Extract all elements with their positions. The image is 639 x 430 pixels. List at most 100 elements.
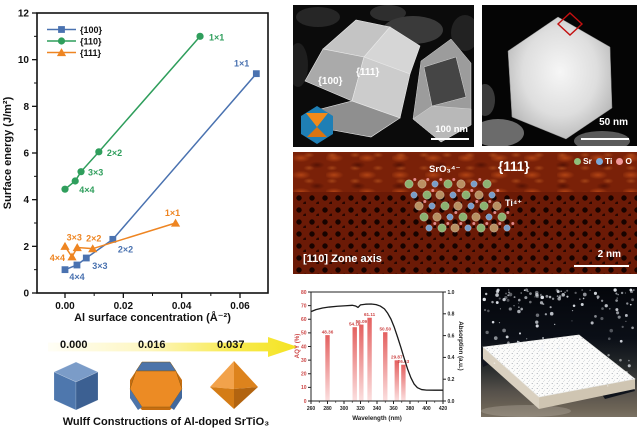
- svg-text:1×1: 1×1: [165, 208, 180, 218]
- svg-text:280: 280: [323, 406, 332, 412]
- svg-text:30: 30: [301, 358, 307, 364]
- svg-text:6: 6: [23, 149, 29, 160]
- sem-scale-text: 100 nm: [435, 124, 468, 135]
- red-diamond-marker: [556, 12, 584, 36]
- svg-text:3×3: 3×3: [67, 233, 82, 243]
- wulff-cube-icon: [53, 361, 99, 411]
- sheet-side-left: [483, 347, 539, 409]
- svg-text:340: 340: [373, 406, 382, 412]
- svg-text:AQY (%): AQY (%): [294, 334, 301, 359]
- svg-text:400: 400: [422, 406, 431, 412]
- wulff-truncated-polyhedron-icon: [129, 361, 183, 410]
- svg-text:0.06: 0.06: [230, 301, 250, 312]
- svg-text:1×1: 1×1: [209, 32, 224, 42]
- crystal-model-inset-icon: [301, 106, 333, 144]
- sro3-label: SrO₃⁴⁻: [429, 164, 461, 175]
- svg-text:40: 40: [301, 344, 307, 350]
- svg-text:0.00: 0.00: [55, 301, 75, 312]
- svg-text:70: 70: [301, 303, 307, 309]
- svg-text:10: 10: [301, 385, 307, 391]
- svg-text:54.18: 54.18: [349, 321, 361, 326]
- svg-text:3×3: 3×3: [88, 168, 103, 178]
- wulff-construction-section: 0.000 0.016 0.037 Wulff Constructions of…: [30, 330, 302, 430]
- arrow-value-0: 0.000: [60, 339, 88, 351]
- svg-text:380: 380: [406, 406, 415, 412]
- atom-legend: Sr Ti O: [573, 156, 632, 166]
- stem-scale-bar: [581, 137, 629, 140]
- secondary-crystal: [412, 38, 472, 143]
- svg-text:0.6: 0.6: [448, 333, 455, 339]
- stem-image-panel: 50 nm: [482, 5, 637, 146]
- svg-text:Absorption (a.u.): Absorption (a.u.): [457, 321, 464, 371]
- gas-bubbles: [482, 288, 635, 387]
- svg-text:12: 12: [18, 9, 30, 20]
- svg-text:29.87: 29.87: [391, 355, 403, 360]
- svg-text:260: 260: [307, 406, 316, 412]
- facet-label-111: {111}: [356, 67, 380, 78]
- svg-text:4: 4: [23, 195, 29, 206]
- svg-text:{100}: {100}: [80, 25, 103, 35]
- svg-text:0.0: 0.0: [448, 399, 455, 405]
- svg-text:2×2: 2×2: [107, 148, 122, 158]
- photocatalyst-photo-panel: [481, 287, 637, 417]
- svg-text:60: 60: [301, 317, 307, 323]
- facet-label-100: {100}: [318, 76, 343, 87]
- arrow-value-1: 0.016: [138, 339, 166, 351]
- svg-text:2: 2: [23, 242, 29, 253]
- svg-text:26.63: 26.63: [398, 359, 410, 364]
- hrtem-amorphous-band: [293, 152, 637, 196]
- svg-text:0.8: 0.8: [448, 312, 455, 318]
- svg-text:0: 0: [23, 289, 29, 300]
- svg-text:360: 360: [389, 406, 398, 412]
- svg-text:0.02: 0.02: [114, 301, 134, 312]
- sem-scale-bar: [431, 137, 469, 140]
- sheet-side-right: [539, 379, 635, 409]
- wulff-caption: Wulff Constructions of Al-doped SrTiO₃: [62, 416, 270, 428]
- svg-text:20: 20: [301, 372, 307, 378]
- svg-text:420: 420: [439, 406, 448, 412]
- photo-graphic: [481, 288, 636, 417]
- hexagonal-particle: [507, 16, 613, 140]
- ti4-label: Ti⁴⁺: [505, 198, 523, 208]
- photocatalyst-sheet: [482, 334, 636, 398]
- svg-text:10: 10: [18, 55, 30, 66]
- ti-legend-label: Ti: [604, 156, 613, 166]
- svg-text:1×1: 1×1: [234, 59, 249, 69]
- svg-text:4×4: 4×4: [79, 185, 94, 195]
- svg-text:1.0: 1.0: [448, 290, 455, 296]
- svg-text:50.50: 50.50: [380, 326, 392, 331]
- svg-text:320: 320: [356, 406, 365, 412]
- svg-text:{110}: {110}: [80, 37, 102, 47]
- wulff-octahedron-icon: [210, 361, 258, 409]
- facet-111-label: {111}: [498, 159, 530, 174]
- sem-image-panel: {100} {111} 100 nm: [293, 5, 474, 147]
- hrtem-lattice-texture: [293, 192, 637, 274]
- svg-text:8: 8: [23, 102, 29, 113]
- svg-text:Al surface concentration (Å⁻²): Al surface concentration (Å⁻²): [74, 311, 231, 324]
- ti-dot-icon: [595, 158, 603, 165]
- sr-legend-label: Sr: [582, 156, 592, 166]
- o-legend-label: O: [625, 156, 632, 166]
- svg-text:{111}: {111}: [80, 48, 102, 58]
- svg-text:0: 0: [304, 399, 307, 405]
- svg-text:Wavelength (nm): Wavelength (nm): [352, 415, 402, 422]
- hrtem-scale-bar: [574, 264, 629, 267]
- svg-text:0.2: 0.2: [448, 377, 455, 383]
- svg-text:0.4: 0.4: [448, 355, 455, 361]
- arrow-value-2: 0.037: [217, 339, 245, 351]
- svg-text:300: 300: [340, 406, 349, 412]
- atomic-model-overlay: [404, 178, 515, 233]
- zone-axis-label: [110] Zone axis: [303, 253, 382, 265]
- o-dot-icon: [616, 158, 624, 165]
- svg-text:4×4: 4×4: [50, 253, 65, 263]
- stem-particle-graphic: [482, 5, 637, 146]
- svg-text:61.11: 61.11: [364, 312, 376, 317]
- svg-text:50: 50: [301, 331, 307, 337]
- svg-text:3×3: 3×3: [92, 261, 107, 271]
- svg-text:Surface energy (J/m²): Surface energy (J/m²): [2, 96, 14, 209]
- svg-text:0.04: 0.04: [172, 301, 192, 312]
- svg-text:56.09: 56.09: [356, 319, 368, 324]
- stem-scale-text: 50 nm: [599, 117, 628, 128]
- svg-text:4×4: 4×4: [69, 272, 84, 282]
